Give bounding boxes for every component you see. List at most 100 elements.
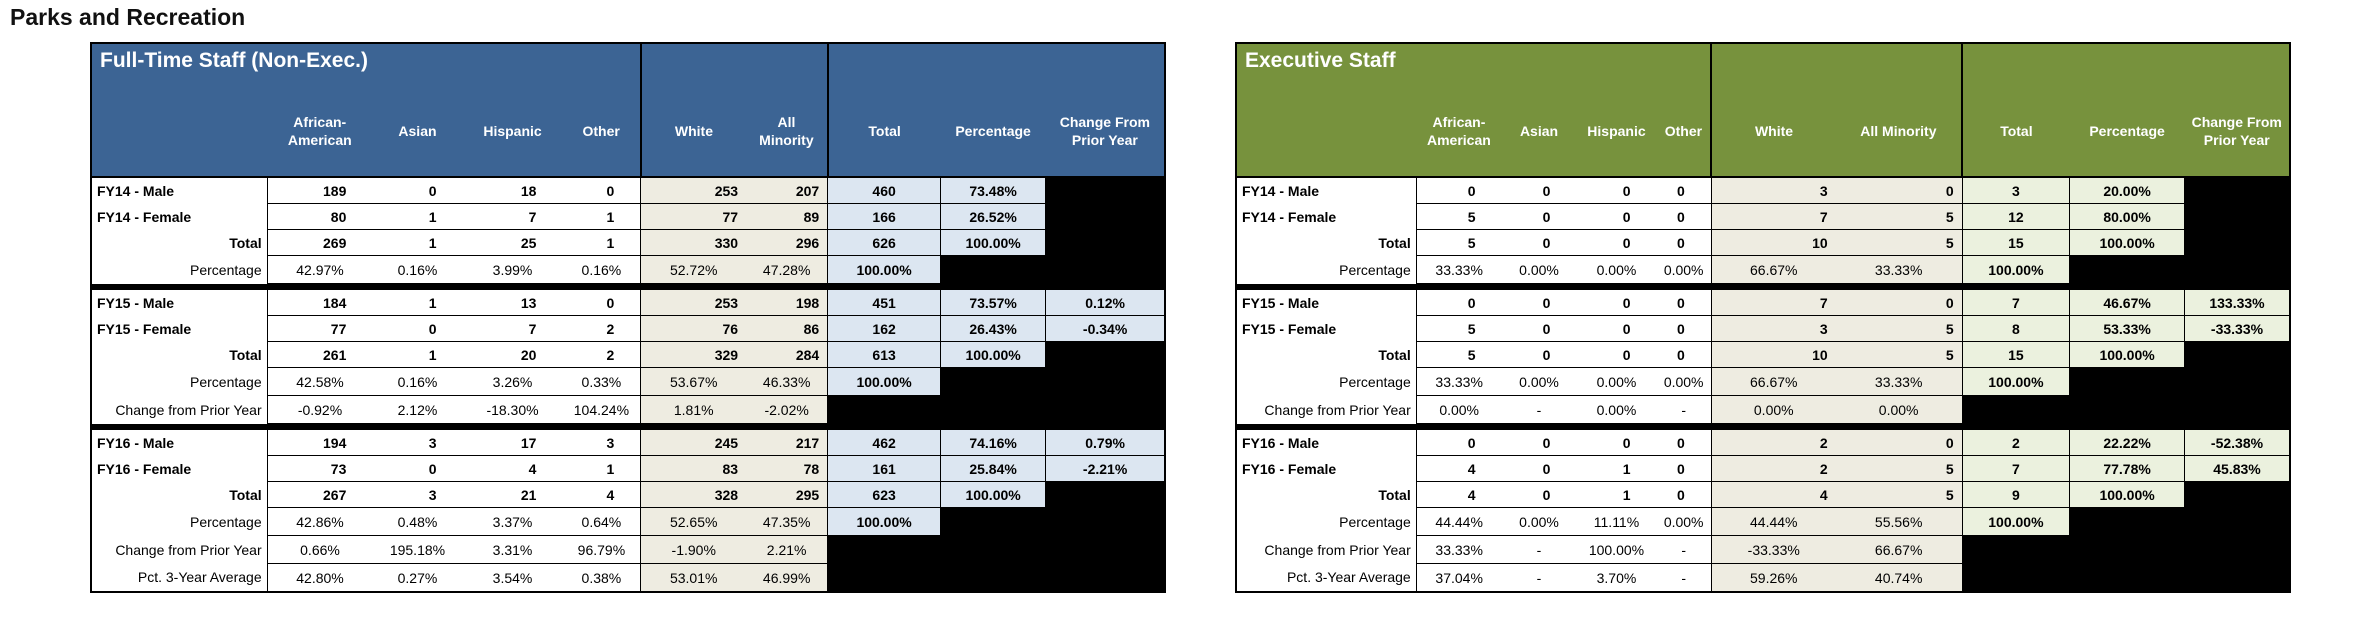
data-cell: 100.00% <box>1961 255 2071 284</box>
data-cell: 86 <box>746 315 828 342</box>
data-cell: 55.56% <box>1835 507 1963 536</box>
data-cell: 0 <box>1576 341 1657 368</box>
data-cell: 7 <box>1961 289 2071 316</box>
data-cell <box>1045 535 1166 564</box>
data-cell: 284 <box>746 341 828 368</box>
data-cell: 47.35% <box>746 507 828 536</box>
row-label: Total <box>91 481 268 508</box>
data-cell: 0 <box>1835 176 1963 204</box>
data-cell <box>1045 229 1166 256</box>
data-cell: 5 <box>1415 203 1502 230</box>
data-cell: 42.97% <box>266 255 373 284</box>
data-cell: 100.00% <box>2069 481 2186 508</box>
section-separator <box>1236 283 2290 290</box>
data-cell: 0 <box>1501 315 1577 342</box>
data-cell: -18.30% <box>462 395 563 424</box>
column-header: Asian <box>372 86 463 178</box>
data-cell: 0 <box>1656 176 1712 204</box>
data-cell: 100.00% <box>827 507 941 536</box>
data-cell: 10 <box>1710 229 1836 256</box>
row-label: FY14 - Female <box>1236 203 1417 230</box>
data-cell: 0.33% <box>562 367 641 396</box>
data-cell: 0 <box>1576 315 1657 342</box>
data-cell: - <box>1501 563 1577 593</box>
column-header: All Minority <box>1835 86 1963 178</box>
data-cell: 4 <box>562 481 641 508</box>
column-header: African-American <box>267 86 373 178</box>
data-cell: 33.33% <box>1415 535 1502 564</box>
data-cell: 0 <box>1835 429 1963 456</box>
data-cell <box>2069 507 2186 536</box>
row-label: Change from Prior Year <box>1236 395 1417 424</box>
data-cell <box>1045 395 1166 424</box>
data-cell: 26.52% <box>939 203 1047 230</box>
data-cell: 4 <box>1415 455 1502 482</box>
data-cell: 0.00% <box>1415 395 1502 424</box>
data-cell: 269 <box>266 229 373 256</box>
column-header-spacer <box>1236 86 1417 178</box>
data-cell: 25.84% <box>939 455 1047 482</box>
data-cell <box>2184 255 2291 284</box>
data-cell <box>1961 563 2071 593</box>
data-cell: 3.31% <box>462 535 563 564</box>
data-cell: 53.01% <box>640 563 747 593</box>
data-cell: 0.00% <box>1501 367 1577 396</box>
data-cell: 328 <box>640 481 747 508</box>
column-header: Percentage <box>2069 86 2185 178</box>
data-cell: 26.43% <box>939 315 1047 342</box>
row-label: Change from Prior Year <box>91 395 268 424</box>
header-segment <box>826 43 1165 86</box>
data-cell: 25 <box>462 229 563 256</box>
data-cell: 0.00% <box>1501 255 1577 284</box>
data-cell: 1 <box>1576 481 1657 508</box>
data-cell: 0 <box>1576 229 1657 256</box>
data-cell: 3.37% <box>462 507 563 536</box>
data-cell: 189 <box>266 176 373 204</box>
data-cell: 47.28% <box>746 255 828 284</box>
data-cell: 44.44% <box>1710 507 1836 536</box>
row-label: Percentage <box>91 367 268 396</box>
data-cell: 0 <box>1501 341 1577 368</box>
data-cell: 0.00% <box>1835 395 1963 424</box>
row-label: Change from Prior Year <box>91 535 268 564</box>
data-cell: 100.00% <box>2069 229 2186 256</box>
data-cell: 7 <box>462 203 563 230</box>
data-cell: 100.00% <box>939 481 1047 508</box>
column-header: White <box>1710 86 1836 178</box>
data-cell: 46.99% <box>746 563 828 593</box>
data-cell: 76 <box>640 315 747 342</box>
data-cell <box>2069 395 2186 424</box>
row-label: FY15 - Male <box>91 289 268 316</box>
row-label: Total <box>91 229 268 256</box>
row-label: Change from Prior Year <box>1236 535 1417 564</box>
column-header: Hispanic <box>462 86 563 178</box>
data-cell: 44.44% <box>1415 507 1502 536</box>
data-cell: 5 <box>1415 315 1502 342</box>
section-separator <box>1236 423 2290 430</box>
data-cell: 0.16% <box>372 255 463 284</box>
data-cell: 460 <box>827 176 941 204</box>
data-cell: 0 <box>1835 289 1963 316</box>
data-cell: 96.79% <box>562 535 641 564</box>
row-label: Percentage <box>1236 367 1417 396</box>
data-cell <box>1961 395 2071 424</box>
data-cell: 7 <box>462 315 563 342</box>
data-cell <box>2069 563 2186 593</box>
data-cell: 89 <box>746 203 828 230</box>
data-cell: 21 <box>462 481 563 508</box>
data-cell: 623 <box>827 481 941 508</box>
header-segment <box>1710 43 1963 86</box>
data-cell: 9 <box>1961 481 2071 508</box>
data-cell: 0.38% <box>562 563 641 593</box>
table-title: Executive Staff <box>1236 43 1712 86</box>
data-cell <box>1045 481 1166 508</box>
table-title: Full-Time Staff (Non-Exec.) <box>91 43 641 86</box>
data-cell <box>2184 507 2291 536</box>
page-title: Parks and Recreation <box>10 4 246 30</box>
data-cell: 1 <box>372 341 463 368</box>
data-cell: 100.00% <box>1576 535 1657 564</box>
data-cell: 0 <box>1576 429 1657 456</box>
data-cell: 4 <box>1415 481 1502 508</box>
column-header: Change From Prior Year <box>2184 86 2290 178</box>
